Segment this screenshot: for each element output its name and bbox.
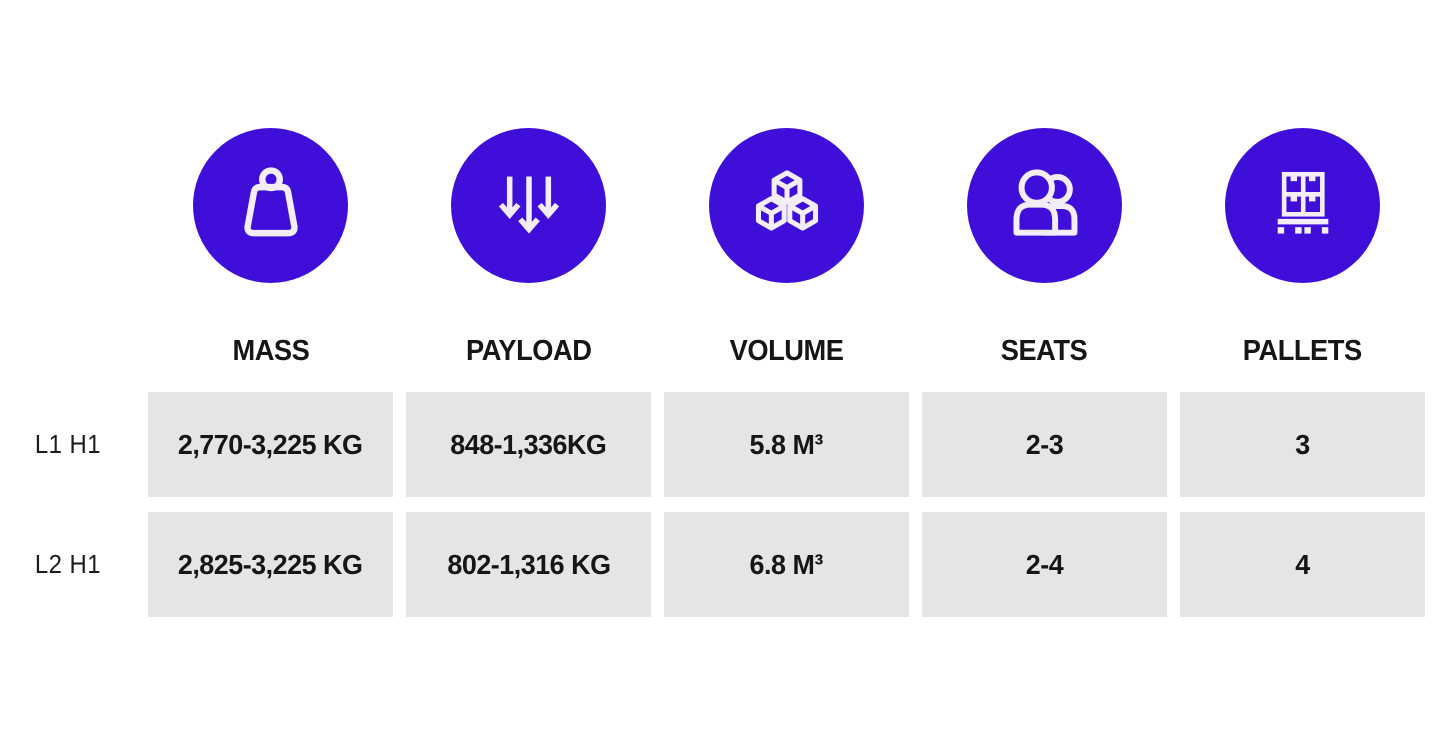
table-cell-mass: 2,825-3,225 KG bbox=[148, 512, 393, 617]
row-label: L1 H1 bbox=[34, 429, 101, 459]
column-header-label: VOLUME bbox=[729, 335, 844, 367]
table-cell-mass: 2,770-3,225 KG bbox=[148, 392, 393, 497]
column-header-volume: VOLUME bbox=[664, 283, 909, 392]
table-cell-pallets: 3 bbox=[1180, 392, 1425, 497]
table-row-l2h1: L2 H1 2,825-3,225 KG 802-1,316 KG 6.8 M³… bbox=[0, 512, 1440, 617]
people-icon bbox=[967, 128, 1122, 283]
pallets-icon-cell bbox=[1180, 128, 1425, 283]
table-cell-payload: 848-1,336KG bbox=[406, 392, 651, 497]
column-header-label: SEATS bbox=[1001, 335, 1088, 367]
pallet-icon bbox=[1225, 128, 1380, 283]
payload-icon-cell bbox=[406, 128, 651, 283]
column-header-label: PAYLOAD bbox=[465, 335, 592, 367]
table-row-l1h1: L1 H1 2,770-3,225 KG 848-1,336KG 5.8 M³ … bbox=[0, 392, 1440, 497]
column-header-label: MASS bbox=[232, 335, 309, 367]
table-cell-pallets: 4 bbox=[1180, 512, 1425, 617]
row-label: L2 H1 bbox=[34, 549, 101, 579]
table-cell-seats: 2-3 bbox=[922, 392, 1167, 497]
column-header-seats: SEATS bbox=[922, 283, 1167, 392]
table-cell-seats: 2-4 bbox=[922, 512, 1167, 617]
column-header-mass: MASS bbox=[148, 283, 393, 392]
cubes-icon bbox=[709, 128, 864, 283]
table-cell-volume: 5.8 M³ bbox=[664, 392, 909, 497]
triple-down-arrow-icon bbox=[451, 128, 606, 283]
volume-icon-cell bbox=[664, 128, 909, 283]
table-cell-volume: 6.8 M³ bbox=[664, 512, 909, 617]
weight-icon bbox=[193, 128, 348, 283]
table-cell-payload: 802-1,316 KG bbox=[406, 512, 651, 617]
mass-icon-cell bbox=[148, 128, 393, 283]
column-header-row: MASS PAYLOAD VOLUME SEATS PALLETS bbox=[148, 283, 1440, 392]
seats-icon-cell bbox=[922, 128, 1167, 283]
column-header-pallets: PALLETS bbox=[1180, 283, 1425, 392]
column-header-payload: PAYLOAD bbox=[406, 283, 651, 392]
column-header-label: PALLETS bbox=[1243, 335, 1362, 367]
icon-badge-row bbox=[148, 128, 1440, 283]
